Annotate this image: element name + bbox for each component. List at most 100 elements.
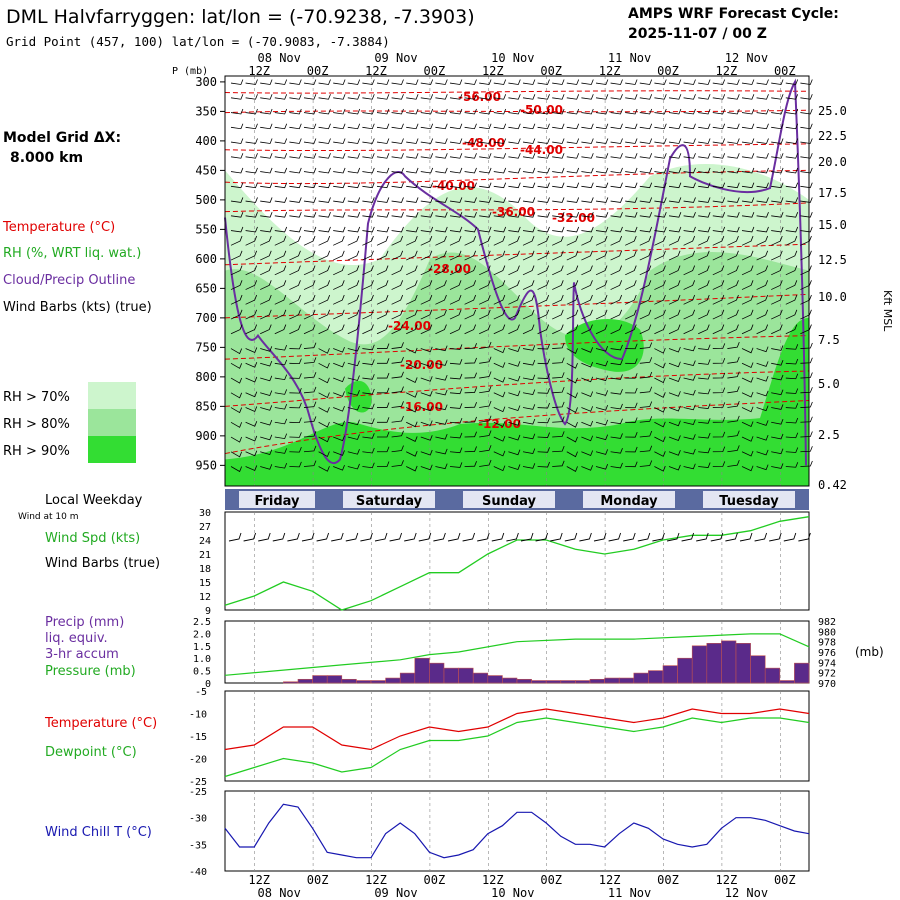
wind-barb [318,212,331,218]
wind-barb [595,280,608,290]
wind-barb [537,402,550,409]
wind-barb [800,416,813,423]
wind-barb [464,79,477,85]
wind-barb [610,344,623,351]
wind-barb [654,362,666,369]
wind-barb [493,309,506,320]
wind-barb [610,123,623,130]
wind-barb [522,235,535,246]
wind-barb [712,167,726,174]
pressure-tick-label: 850 [195,399,217,413]
wind-barb [333,226,346,233]
wind-barb [274,374,288,381]
wind-barb [522,226,536,233]
wind-barb [493,79,507,85]
wind-barb [362,197,375,203]
wind-barb [683,182,696,189]
wind-barb [303,94,317,100]
wind-barb [698,79,711,85]
wind-barb [566,466,578,472]
wind-barb [318,466,330,472]
wind-barb [712,431,726,438]
wind-barb [522,359,536,366]
wind-barb [654,392,666,398]
wind-barb [435,404,448,411]
wind-barb [756,94,769,100]
wind-barb [435,280,447,290]
wind-speed-line [224,516,810,611]
wind-barb [508,449,521,456]
wind-barb [508,324,520,335]
wind-barb [668,294,681,305]
wind-barb [260,324,272,335]
wind-barb [537,123,550,130]
wind-barb [756,167,769,174]
wind-barb [464,280,477,290]
wind-barb [493,324,506,335]
bottom-date-label: 10 Nov [491,886,534,900]
wind-barb [668,324,681,335]
wind-barb [537,294,550,305]
wind-barb [347,123,361,130]
wind-barb [230,226,244,233]
wind-barb [508,153,521,159]
wind-barb [318,436,330,443]
wind-barb [581,420,594,427]
wind-barb [493,280,506,290]
wind-barb [683,123,696,130]
wind-barb [537,182,550,189]
wind-barb [785,358,799,365]
legend-rh90: RH > 90% [3,444,70,459]
wind-barb [698,197,711,203]
bottom-date-label: 11 Nov [608,886,651,900]
pressure-tick-label: 400 [195,134,217,148]
wind-barb [595,226,609,233]
wind-barb [566,226,580,233]
wind-barb [420,420,433,427]
wind-barb [537,343,550,350]
wind-barb [639,197,653,203]
wind-barb [668,167,682,174]
wind-barb [654,280,666,290]
wind-barb [668,361,681,368]
surface-wind-barb [301,532,315,542]
wind-barb [668,182,682,189]
legend-wind-barbs-10m: Wind Barbs (true) [45,556,160,571]
wind-barb [683,389,696,396]
precip-bar [662,665,678,684]
wind-barb [391,212,404,218]
cycle-value: 2025-11-07 / 00 Z [628,26,767,42]
wind-barb [610,153,623,159]
wind-barb [698,265,710,276]
wind-barb [508,405,521,411]
wind-barb [552,226,565,233]
wind-barb [698,108,711,115]
wind-barb [800,79,813,85]
pressure-tick-label: 650 [195,281,217,295]
wind-barb [712,108,726,115]
wind-barb [260,182,273,189]
wind-barb [420,123,434,130]
wind-barb [800,226,813,233]
wind-barb [698,373,711,380]
wind-barb [376,265,389,276]
wind-barb [625,226,638,233]
wind-barb [595,463,609,470]
wind-barb [741,182,755,189]
wind-barb [347,235,360,246]
wind-barb [333,79,346,85]
wind-barb [668,94,682,100]
wind-barb [800,197,813,203]
wind-barb [347,79,361,85]
wind-barb [610,108,623,115]
wind-barb [274,418,288,425]
rh80-swatch [88,409,136,436]
wind-barb [522,265,535,276]
surface-wind-barb [258,532,271,542]
wind-barb [230,123,244,130]
wind-barb [727,212,740,218]
temperature-contour [224,399,810,455]
wind-barb [230,153,244,159]
wind-barb [668,79,682,85]
wind-barb [274,153,288,159]
